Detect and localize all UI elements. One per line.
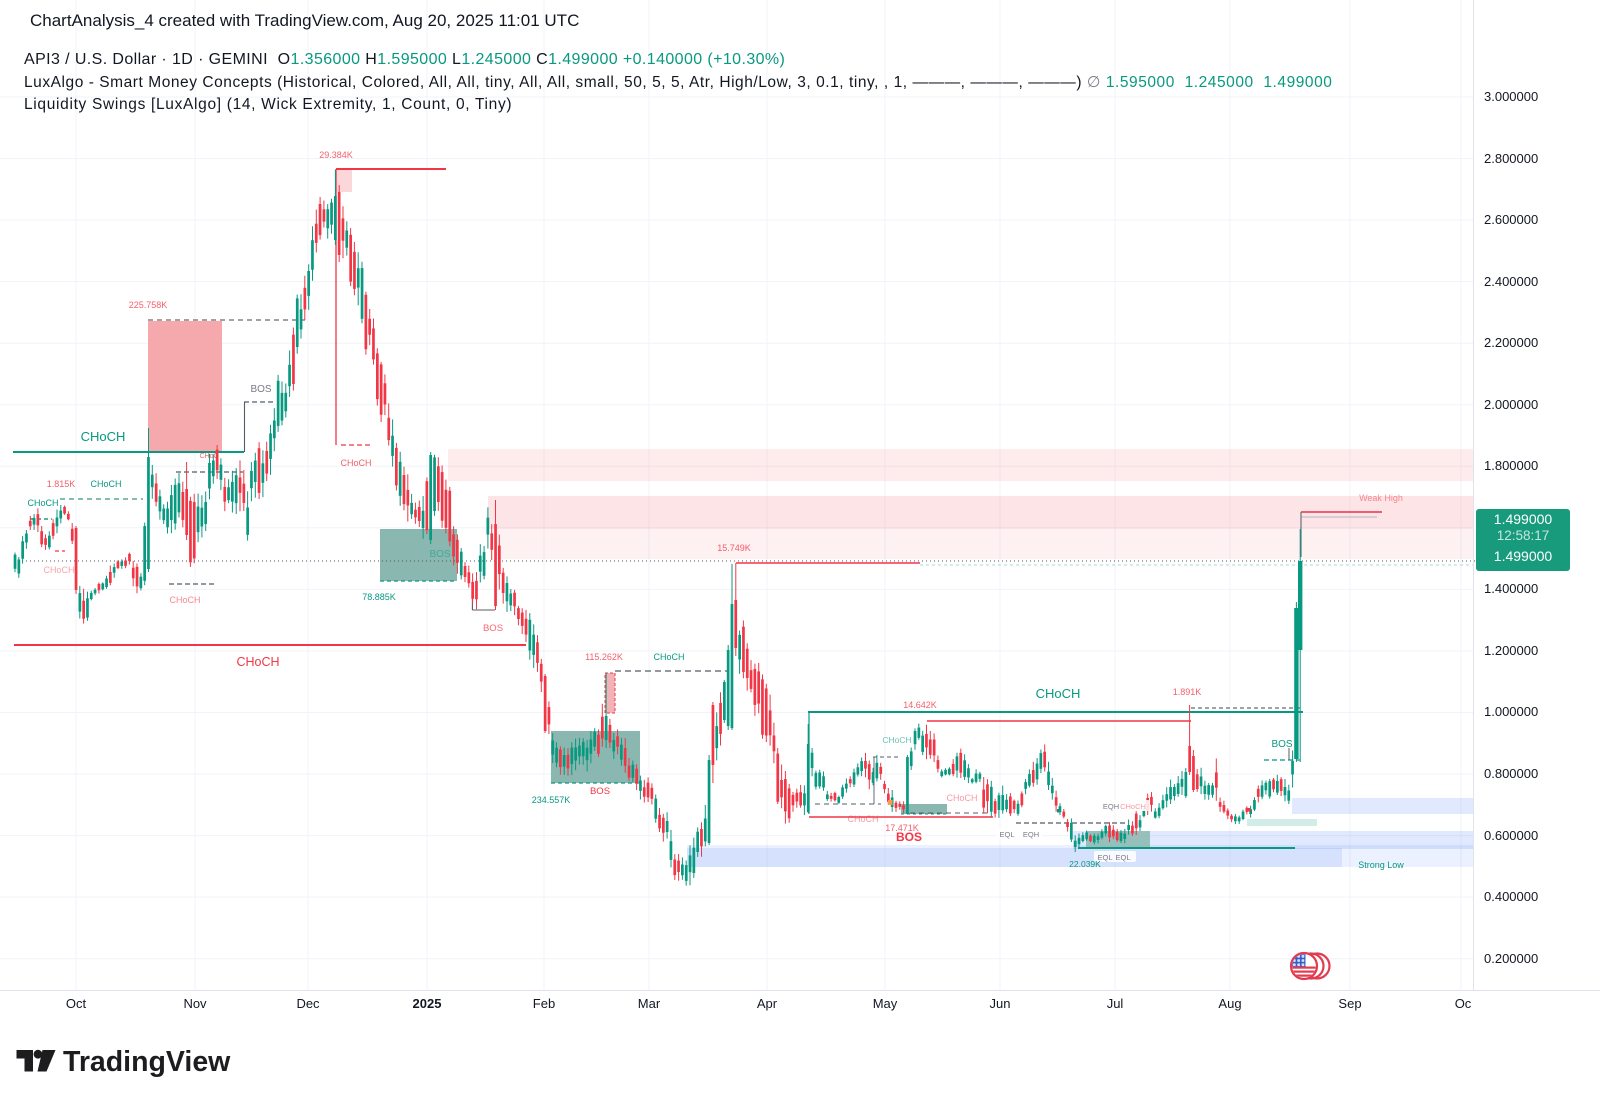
svg-text:1.800000: 1.800000 xyxy=(1484,458,1538,473)
svg-text:TradingView: TradingView xyxy=(63,1046,231,1078)
svg-text:BOS: BOS xyxy=(590,786,610,797)
svg-text:CHoCH: CHoCH xyxy=(946,793,977,803)
svg-text:2.800000: 2.800000 xyxy=(1484,151,1538,166)
svg-text:CHoCH: CHoCH xyxy=(236,655,279,669)
svg-text:17.471K: 17.471K xyxy=(885,823,919,833)
svg-text:CHoCH: CHoCH xyxy=(90,479,121,489)
svg-text:BOS: BOS xyxy=(896,830,922,844)
svg-text:EQL: EQL xyxy=(999,830,1014,839)
svg-text:ChartAnalysis_4 created with T: ChartAnalysis_4 created with TradingView… xyxy=(30,11,579,30)
svg-text:EQL: EQL xyxy=(1097,853,1112,862)
svg-text:Dec: Dec xyxy=(296,996,320,1011)
svg-text:1.499000: 1.499000 xyxy=(1494,511,1553,527)
svg-text:29.384K: 29.384K xyxy=(319,150,353,160)
svg-text:CHoCH: CHoCH xyxy=(43,565,74,575)
svg-text:115.262K: 115.262K xyxy=(585,652,623,662)
svg-text:May: May xyxy=(873,996,898,1011)
svg-text:CHoCH: CHoCH xyxy=(847,814,878,824)
svg-text:2.200000: 2.200000 xyxy=(1484,335,1538,350)
svg-text:0.600000: 0.600000 xyxy=(1484,828,1538,843)
svg-text:Oc: Oc xyxy=(1455,996,1472,1011)
svg-text:2.000000: 2.000000 xyxy=(1484,397,1538,412)
svg-text:Strong Low: Strong Low xyxy=(1358,860,1404,870)
svg-text:Oct: Oct xyxy=(66,996,87,1011)
svg-text:0.200000: 0.200000 xyxy=(1484,951,1538,966)
svg-text:Mar: Mar xyxy=(638,996,661,1011)
svg-text:2.600000: 2.600000 xyxy=(1484,212,1538,227)
svg-text:Weak High: Weak High xyxy=(1359,493,1403,503)
svg-text:2.400000: 2.400000 xyxy=(1484,274,1538,289)
svg-text:Sep: Sep xyxy=(1338,996,1361,1011)
svg-text:Jul: Jul xyxy=(1107,996,1124,1011)
svg-text:1.891K: 1.891K xyxy=(1173,687,1202,697)
svg-text:225.758K: 225.758K xyxy=(129,300,168,310)
svg-text:0.400000: 0.400000 xyxy=(1484,889,1538,904)
svg-text:CHoCH: CHoCH xyxy=(340,458,371,468)
svg-text:2025: 2025 xyxy=(413,996,442,1011)
svg-text:Aug: Aug xyxy=(1218,996,1241,1011)
svg-text:1.499000: 1.499000 xyxy=(1494,548,1553,564)
svg-text:3.000000: 3.000000 xyxy=(1484,89,1538,104)
svg-text:BOS: BOS xyxy=(483,623,503,634)
svg-text:CHoCH: CHoCH xyxy=(1120,802,1146,811)
svg-text:BOS: BOS xyxy=(250,384,271,395)
svg-text:CHoC: CHoC xyxy=(199,453,218,460)
svg-text:LuxAlgo - Smart Money Concepts: LuxAlgo - Smart Money Concepts (Historic… xyxy=(24,74,1332,91)
svg-text:EQL: EQL xyxy=(1115,853,1130,862)
svg-text:0.800000: 0.800000 xyxy=(1484,766,1538,781)
svg-text:Liquidity Swings [LuxAlgo] (14: Liquidity Swings [LuxAlgo] (14, Wick Ext… xyxy=(24,96,512,113)
svg-text:15.749K: 15.749K xyxy=(717,543,751,553)
svg-text:Nov: Nov xyxy=(183,996,207,1011)
svg-text:14.642K: 14.642K xyxy=(903,700,937,710)
svg-text:1.200000: 1.200000 xyxy=(1484,643,1538,658)
svg-text:12:58:17: 12:58:17 xyxy=(1497,528,1550,543)
svg-text:EQH: EQH xyxy=(1023,830,1039,839)
svg-text:78.885K: 78.885K xyxy=(362,592,396,602)
svg-text:1.400000: 1.400000 xyxy=(1484,581,1538,596)
svg-text:234.557K: 234.557K xyxy=(532,795,571,805)
svg-text:API3 / U.S. Dollar · 1D · GEMI: API3 / U.S. Dollar · 1D · GEMINI O1.3560… xyxy=(24,51,785,68)
svg-text:CHoCH: CHoCH xyxy=(81,429,126,444)
svg-text:CHoCH: CHoCH xyxy=(27,498,58,508)
svg-text:Jun: Jun xyxy=(990,996,1011,1011)
svg-text:EQH: EQH xyxy=(1103,802,1119,811)
svg-text:CHoCH: CHoCH xyxy=(653,652,684,662)
svg-text:Apr: Apr xyxy=(757,996,778,1011)
svg-text:CHoCH: CHoCH xyxy=(1036,686,1081,701)
svg-text:CHoCH: CHoCH xyxy=(169,595,200,605)
svg-text:BOS: BOS xyxy=(429,549,450,560)
svg-text:1.000000: 1.000000 xyxy=(1484,704,1538,719)
svg-text:BOS: BOS xyxy=(1271,739,1292,750)
svg-text:22.039K: 22.039K xyxy=(1069,859,1101,869)
svg-text:Feb: Feb xyxy=(533,996,555,1011)
svg-text:CHoCH: CHoCH xyxy=(882,735,911,745)
svg-text:1.815K: 1.815K xyxy=(47,479,76,489)
